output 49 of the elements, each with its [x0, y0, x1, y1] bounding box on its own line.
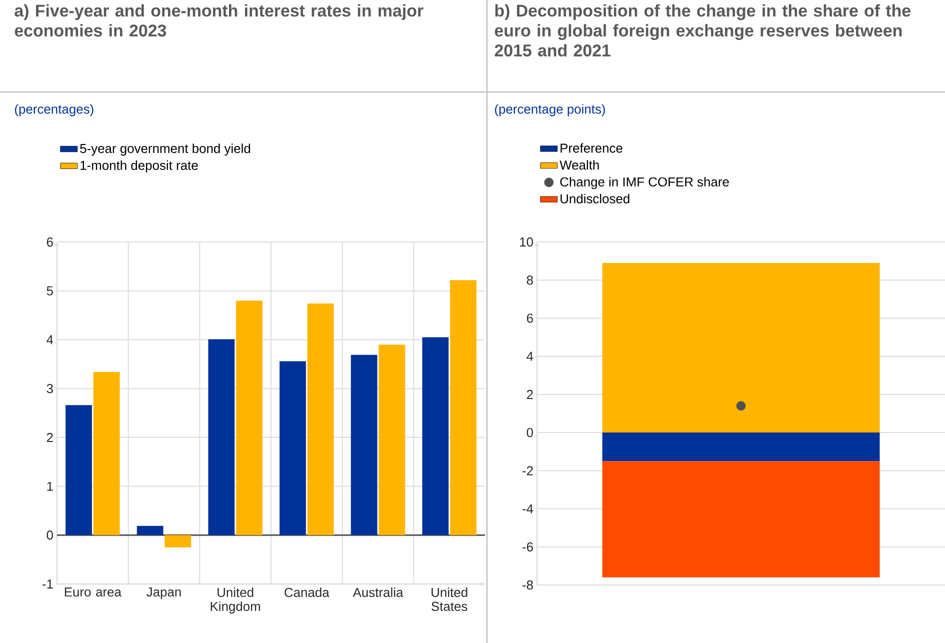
- legend-label: Undisclosed: [560, 194, 630, 204]
- y-tick-label: 5: [46, 286, 53, 296]
- y-tick-label: -8: [522, 580, 533, 590]
- y-tick-label: -1: [42, 580, 53, 588]
- y-tick-label: 0: [526, 428, 533, 438]
- chart-title: b) Decomposition of the change in the share of the euro in global foreign exchange reserves between 2015 and 2021: [494, 4, 910, 57]
- x-tick-label: Japan: [146, 588, 181, 600]
- x-tick-label: United Kingdom: [210, 588, 260, 614]
- legend-label: 5-year government bond yield: [80, 144, 250, 156]
- y-tick-label: 6: [46, 237, 53, 247]
- y-tick-label: 2: [46, 432, 53, 442]
- x-tick-label: Euro area: [64, 588, 122, 597]
- y-tick-label: -4: [522, 504, 534, 514]
- y-tick-label: 1: [47, 482, 53, 491]
- bar: [93, 372, 120, 536]
- bar: [136, 526, 164, 536]
- bar: [350, 354, 378, 536]
- bar: [236, 300, 262, 536]
- y-tick-label: 4: [526, 352, 534, 361]
- bar: [208, 339, 235, 536]
- y-tick-label: 2: [526, 390, 533, 399]
- chart-subtitle: (percentages): [14, 104, 94, 116]
- bar: [450, 280, 476, 536]
- bar: [422, 337, 449, 536]
- bar: [307, 304, 334, 536]
- y-tick-label: 0: [46, 530, 53, 540]
- y-tick-label: 3: [46, 384, 53, 394]
- bar: [602, 432, 880, 462]
- chart-title: a) Five-year and one-month interest rates in major economies in 2023: [14, 4, 424, 37]
- y-tick-label: 4: [46, 335, 54, 344]
- x-tick-label: Canada: [284, 588, 330, 598]
- y-tick-label: -6: [522, 542, 533, 552]
- bar: [602, 461, 880, 578]
- legend-label: 1-month deposit rate: [80, 160, 198, 173]
- chart-subtitle: (percentage points): [495, 104, 605, 116]
- y-tick-label: 8: [526, 276, 533, 285]
- y-tick-label: 10: [520, 237, 533, 247]
- bar: [378, 344, 406, 536]
- bar: [602, 262, 880, 433]
- x-tick-label: United States: [432, 588, 468, 611]
- y-tick-label: 6: [526, 314, 533, 323]
- legend-label: Wealth: [560, 160, 599, 170]
- x-tick-label: Australia: [352, 588, 404, 598]
- y-tick-label: -2: [522, 466, 533, 476]
- bar: [164, 535, 192, 548]
- bar: [66, 405, 92, 536]
- bar: [280, 361, 306, 536]
- legend-label: Change in IMF COFER share: [560, 176, 729, 190]
- legend-label: Preference: [560, 143, 622, 153]
